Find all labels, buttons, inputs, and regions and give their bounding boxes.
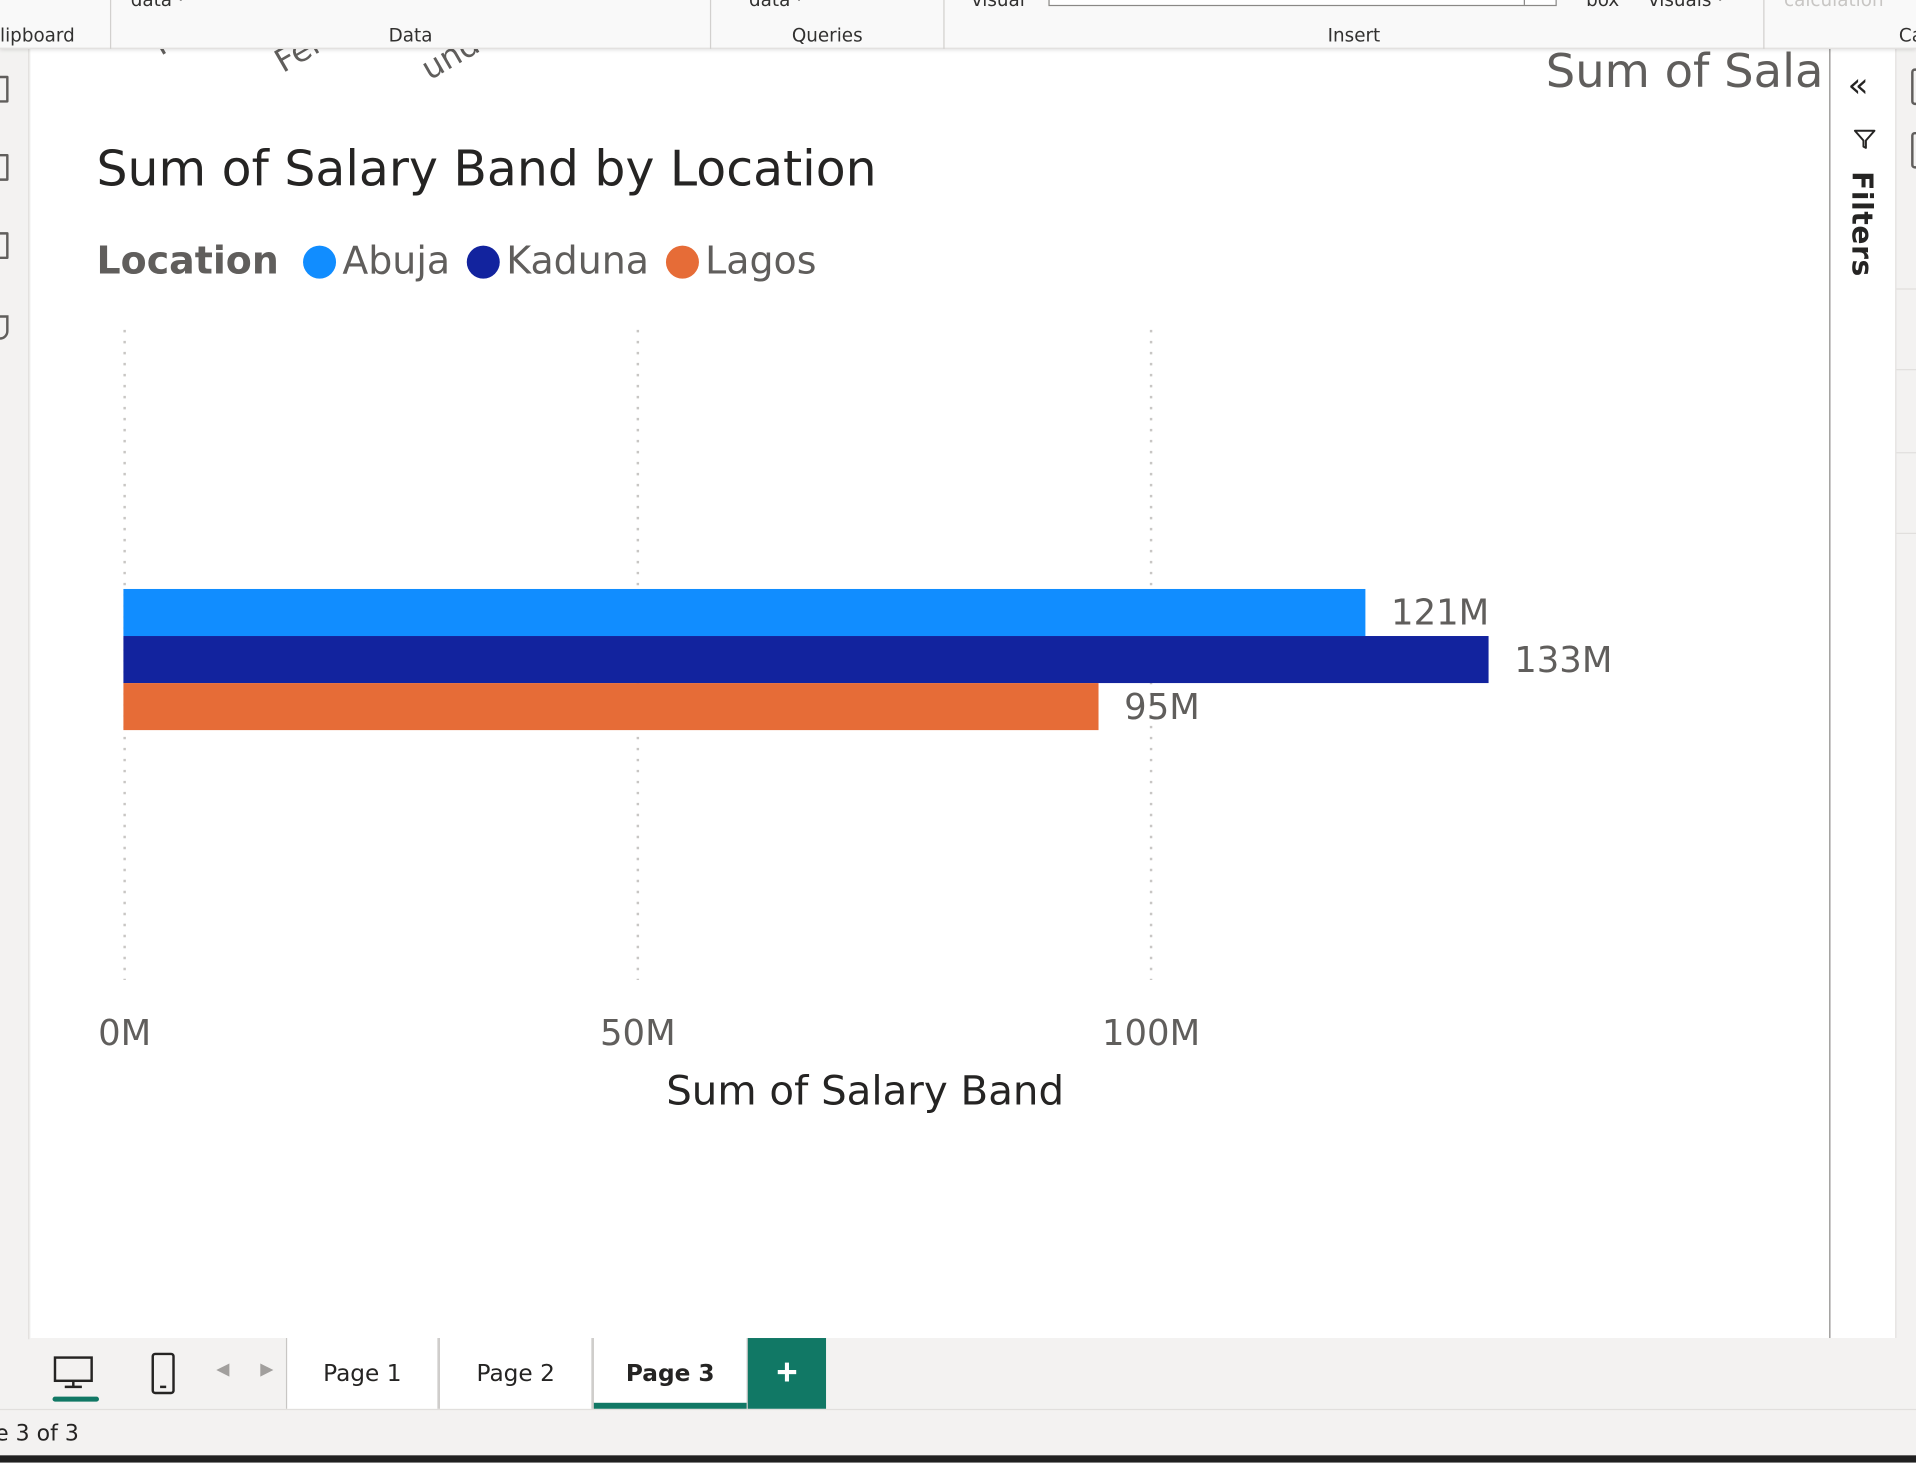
legend-item-kaduna[interactable]: Kaduna [467, 239, 649, 284]
divider [1896, 452, 1916, 454]
model-view-icon[interactable] [0, 232, 9, 260]
filters-pane[interactable]: « Filters [1830, 48, 1897, 1340]
visualizations-pane-edge [1896, 48, 1916, 1340]
status-bar: e 3 of 3 [0, 1408, 1916, 1456]
x-tick-label: 0M [98, 1013, 151, 1054]
bar-kaduna [123, 636, 1489, 684]
dax-query-view-icon[interactable] [0, 315, 9, 340]
x-tick-label: 100M [1102, 1013, 1200, 1054]
monitor-icon [53, 1356, 93, 1389]
legend-marker [467, 244, 501, 278]
table-view-icon[interactable] [0, 153, 9, 181]
gallery-dropdown[interactable] [1523, 0, 1556, 5]
data-label: 133M [1514, 640, 1612, 681]
x-tick-label: 50M [600, 1013, 676, 1054]
tab-page-3[interactable]: Page 3 [592, 1338, 748, 1409]
chart-legend: Location Abuja Kaduna Lagos [97, 235, 834, 289]
desktop-layout-button[interactable] [45, 1348, 104, 1402]
ribbon-group-insert: visual box visuals · Insert [945, 0, 1765, 49]
pane-edge-icon[interactable] [1911, 131, 1916, 169]
tab-page-1[interactable]: Page 1 [285, 1338, 439, 1409]
bar-lagos [123, 683, 1099, 731]
canvas-divider [1829, 48, 1831, 1340]
chart-title: Sum of Salary Band by Location [96, 141, 877, 198]
funnel-icon [1853, 129, 1876, 149]
double-chevron-left-icon[interactable]: « [1847, 64, 1869, 106]
legend-title: Location [96, 239, 279, 284]
more-visuals-button[interactable]: visuals · [1648, 0, 1724, 11]
pane-edge-icon[interactable] [1911, 68, 1916, 106]
get-data-button[interactable]: data · [130, 0, 184, 11]
scroll-tabs-left-icon[interactable]: ◀ [216, 1360, 230, 1380]
divider [1896, 369, 1916, 371]
legend-marker [303, 244, 337, 278]
transform-data-button[interactable]: data · [749, 0, 802, 11]
visual-gallery-box[interactable] [1048, 0, 1557, 7]
ribbon-group-queries: data · Queries [711, 0, 945, 49]
new-visual-button[interactable]: visual [971, 0, 1025, 11]
legend-label: Lagos [705, 239, 817, 284]
new-calculation-button[interactable]: calculation [1784, 0, 1884, 11]
page-indicator: e 3 of 3 [0, 1421, 79, 1447]
text-box-button[interactable]: box [1586, 0, 1620, 11]
taskbar-edge [0, 1455, 1916, 1463]
add-page-button[interactable]: + [747, 1338, 827, 1409]
filters-label: Filters [1845, 171, 1877, 277]
data-label: 121M [1391, 593, 1489, 634]
ribbon-group-clipboard: lipboard [0, 0, 112, 49]
other-visual-title: Sum of Sala [1545, 48, 1824, 98]
ribbon-group-label: Ca [1898, 24, 1916, 47]
scroll-tabs-right-icon[interactable]: ▶ [260, 1360, 274, 1380]
chart-plot-area: 0M 50M 100M 121M 133M 95M Sum of Salary Band [98, 329, 1612, 1115]
legend-label: Abuja [342, 239, 451, 284]
legend-label: Kaduna [506, 239, 649, 284]
ribbon-group-label: Queries [791, 24, 863, 47]
legend-item-lagos[interactable]: Lagos [666, 239, 817, 284]
divider [1896, 288, 1916, 290]
tab-page-2[interactable]: Page 2 [438, 1338, 593, 1409]
ribbon-group-label: Data [388, 24, 433, 47]
legend-item-abuja[interactable]: Abuja [303, 239, 451, 284]
legend-marker [666, 244, 700, 278]
ribbon: lipboard data · Data data · Queries visu… [0, 0, 1916, 49]
page-tab-bar: ◀ ▶ Page 1 Page 2 Page 3 + [30, 1338, 1916, 1409]
ribbon-group-data: data · Data [111, 0, 712, 49]
x-axis-title: Sum of Salary Band [666, 1068, 1064, 1115]
ribbon-group-label: Insert [1327, 24, 1381, 47]
divider [1896, 532, 1916, 534]
bar-abuja [123, 588, 1366, 637]
report-view-icon[interactable] [0, 75, 9, 103]
mobile-layout-button[interactable] [134, 1348, 193, 1402]
report-canvas[interactable]: M Fem undis Sum of Sala Sum of Salary Ba… [30, 48, 1830, 1340]
ribbon-group-calculations: calculation Ca [1764, 0, 1916, 49]
phone-icon [151, 1352, 175, 1395]
view-switcher-rail [0, 48, 30, 1340]
data-label: 95M [1124, 687, 1200, 728]
ribbon-group-label: lipboard [0, 24, 75, 47]
